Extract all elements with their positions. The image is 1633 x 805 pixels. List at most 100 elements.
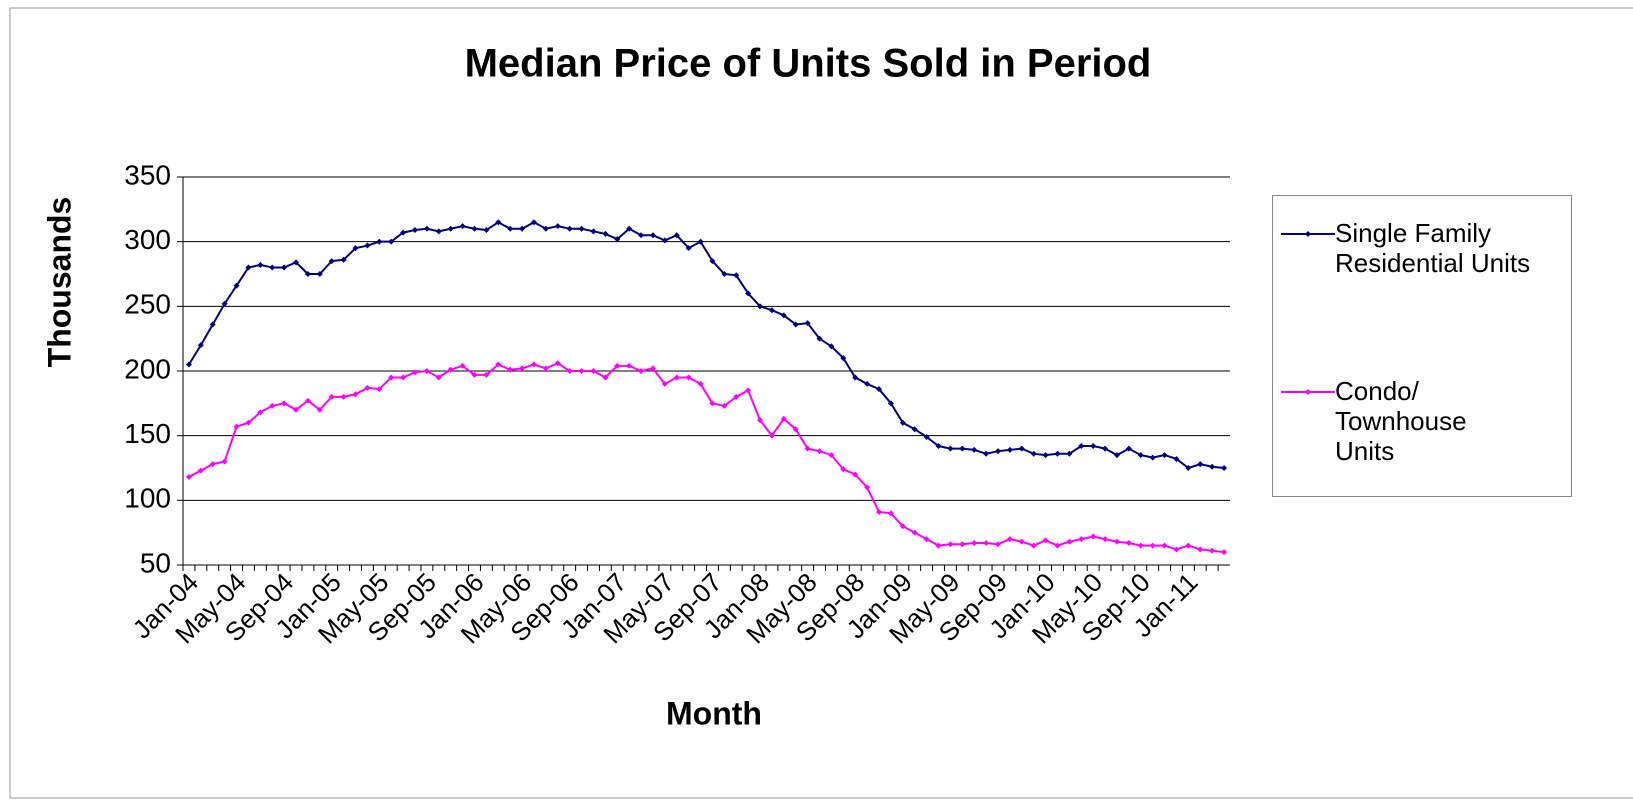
point-marker: [840, 466, 847, 473]
point-marker: [1125, 445, 1132, 452]
point-marker: [994, 448, 1001, 455]
point-marker: [649, 365, 656, 372]
point-marker: [1042, 537, 1049, 544]
point-marker: [792, 426, 799, 433]
y-tick-label: 300: [124, 224, 171, 255]
point-marker: [519, 365, 526, 372]
point-marker: [185, 361, 192, 368]
series-line: [188, 221, 1225, 470]
point-marker: [197, 467, 204, 474]
legend: Single Family Residential Units Condo/ To…: [1272, 195, 1572, 497]
point-marker: [971, 540, 978, 547]
point-marker: [185, 474, 192, 481]
point-marker: [733, 393, 740, 400]
point-marker: [1078, 536, 1085, 543]
point-marker: [293, 259, 300, 266]
point-marker: [269, 264, 276, 271]
point-marker: [804, 320, 811, 327]
point-marker: [1125, 540, 1132, 547]
point-marker: [864, 484, 871, 491]
point-marker: [197, 342, 204, 349]
point-marker: [661, 237, 668, 244]
point-marker: [1018, 445, 1025, 452]
point-marker: [876, 508, 883, 515]
point-marker: [245, 264, 252, 271]
point-marker: [626, 362, 633, 369]
legend-swatch: [1281, 376, 1335, 402]
point-marker: [412, 227, 419, 234]
point-marker: [959, 541, 966, 548]
point-marker: [459, 223, 466, 230]
point-marker: [400, 229, 407, 236]
point-marker: [447, 225, 454, 232]
point-marker: [923, 433, 930, 440]
legend-label: Condo/ Townhouse Units: [1335, 376, 1467, 466]
point-marker: [1090, 533, 1097, 540]
legend-item: Condo/ Townhouse Units: [1281, 376, 1467, 466]
point-marker: [209, 321, 216, 328]
point-marker: [1137, 452, 1144, 459]
point-marker: [316, 271, 323, 277]
point-marker: [757, 417, 764, 424]
y-tick-label: 350: [124, 159, 171, 190]
point-marker: [328, 393, 335, 400]
point-marker: [1113, 538, 1120, 545]
point-marker: [566, 368, 573, 374]
point-marker: [1161, 542, 1168, 549]
point-marker: [840, 355, 847, 362]
point-marker: [721, 402, 728, 409]
point-marker: [530, 219, 537, 226]
legend-swatch: [1281, 218, 1335, 244]
point-marker: [328, 258, 335, 265]
point-marker: [364, 242, 371, 249]
point-marker: [483, 227, 490, 234]
point-marker: [566, 225, 573, 232]
point-marker: [709, 400, 716, 407]
point-marker: [887, 510, 894, 517]
y-tick-label: 50: [140, 547, 171, 578]
point-marker: [602, 374, 609, 381]
point-marker: [1030, 450, 1037, 457]
point-marker: [899, 419, 906, 426]
point-marker: [423, 368, 430, 374]
point-marker: [983, 540, 990, 547]
point-marker: [661, 380, 668, 387]
point-marker: [1030, 542, 1037, 549]
point-marker: [745, 290, 752, 297]
point-marker: [554, 223, 561, 230]
legend-swatch-icon: [1281, 389, 1335, 395]
point-marker: [221, 458, 228, 465]
point-marker: [483, 371, 490, 378]
point-marker: [816, 335, 823, 342]
point-marker: [721, 271, 728, 277]
point-marker: [578, 225, 585, 232]
point-marker: [245, 419, 252, 426]
point-marker: [388, 238, 395, 245]
point-marker: [435, 228, 442, 235]
point-marker: [257, 261, 264, 268]
point-marker: [638, 232, 645, 239]
point-marker: [257, 409, 264, 416]
point-marker: [507, 225, 514, 232]
point-marker: [507, 366, 514, 373]
point-marker: [1054, 542, 1061, 549]
point-marker: [388, 374, 395, 381]
point-marker: [1066, 450, 1073, 457]
point-marker: [852, 471, 859, 478]
point-marker: [685, 374, 692, 381]
point-marker: [495, 361, 502, 368]
point-marker: [994, 541, 1001, 548]
point-marker: [899, 523, 906, 530]
point-marker: [1006, 446, 1013, 453]
point-marker: [435, 374, 442, 381]
point-marker: [780, 312, 787, 319]
legend-label: Single Family Residential Units: [1335, 218, 1531, 278]
point-marker: [1221, 465, 1228, 471]
point-marker: [209, 461, 216, 468]
y-tick-label: 100: [124, 483, 171, 514]
point-marker: [1149, 454, 1156, 461]
point-marker: [1006, 536, 1013, 543]
chart-border: [9, 7, 1633, 799]
point-marker: [983, 450, 990, 457]
